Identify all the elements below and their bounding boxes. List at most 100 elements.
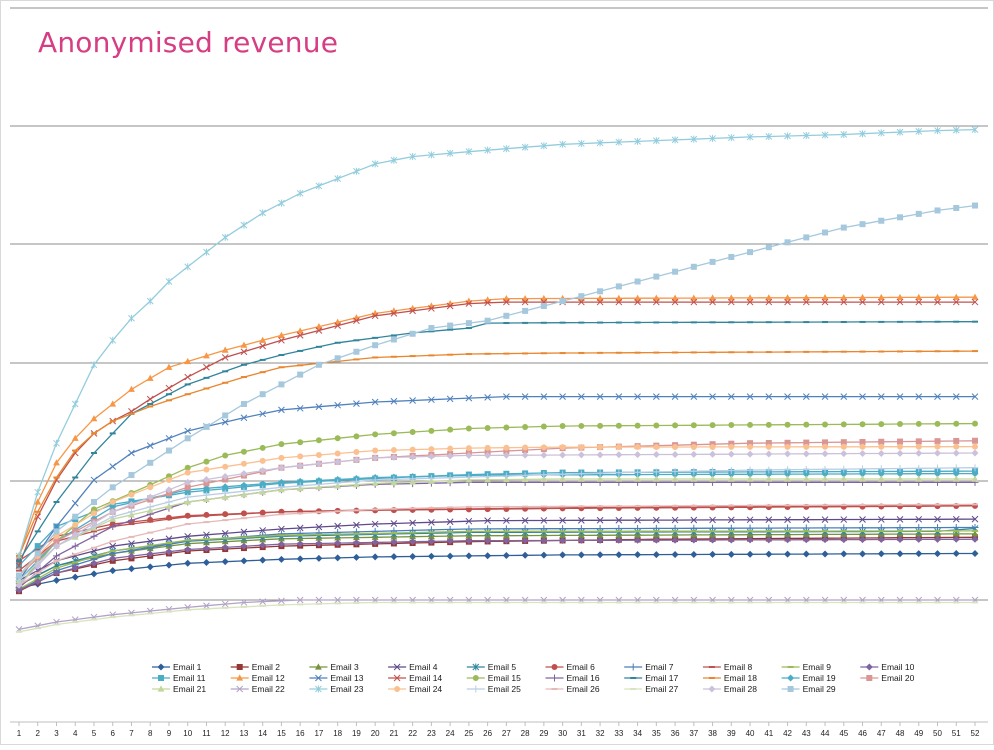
data-point xyxy=(315,182,323,190)
data-point xyxy=(690,135,698,143)
data-point xyxy=(747,443,754,450)
data-point xyxy=(109,484,116,491)
legend-marker xyxy=(630,677,637,679)
data-point xyxy=(34,513,42,521)
data-point xyxy=(897,350,904,353)
data-point xyxy=(259,342,267,350)
data-point xyxy=(822,530,829,533)
data-point xyxy=(503,352,510,355)
data-point xyxy=(315,480,323,488)
data-point xyxy=(259,556,267,564)
data-point xyxy=(240,599,248,606)
data-point xyxy=(259,358,266,361)
data-point xyxy=(597,444,604,451)
data-point xyxy=(484,473,492,481)
data-point xyxy=(203,423,210,430)
data-point xyxy=(634,351,641,354)
data-point xyxy=(52,576,60,584)
series-line xyxy=(18,445,976,576)
data-point xyxy=(784,321,791,324)
data-point xyxy=(784,294,791,301)
data-point xyxy=(652,475,660,482)
data-point xyxy=(972,437,978,444)
data-point xyxy=(202,484,210,492)
data-point xyxy=(53,623,60,626)
data-point xyxy=(559,444,566,451)
data-point xyxy=(953,503,960,506)
legend-item: Email 17 xyxy=(624,673,679,683)
data-point xyxy=(784,466,792,474)
data-point xyxy=(371,312,379,320)
data-point xyxy=(878,320,885,323)
data-point xyxy=(503,312,510,319)
data-point xyxy=(297,533,304,536)
data-point xyxy=(615,469,623,477)
data-point xyxy=(184,484,191,491)
x-tick-label: 20 xyxy=(371,729,380,738)
data-point xyxy=(559,475,567,482)
data-point xyxy=(615,138,623,146)
data-point xyxy=(653,351,660,354)
x-tick-label: 6 xyxy=(110,729,115,738)
data-point xyxy=(296,327,304,334)
data-point xyxy=(859,550,867,558)
data-point xyxy=(634,601,641,604)
data-point xyxy=(671,294,679,301)
data-point xyxy=(390,538,398,546)
data-point xyxy=(709,536,717,544)
data-point xyxy=(934,320,941,323)
legend-label: Email 10 xyxy=(881,662,914,672)
legend-item: Email 23 xyxy=(309,684,364,694)
data-point xyxy=(840,530,847,533)
data-point xyxy=(577,516,585,524)
x-tick-label: 41 xyxy=(764,729,773,738)
data-point xyxy=(203,521,210,524)
legend-label: Email 22 xyxy=(252,684,285,694)
data-point xyxy=(390,453,398,461)
data-point xyxy=(278,441,285,448)
data-point xyxy=(371,538,379,546)
data-point xyxy=(671,536,679,544)
data-point xyxy=(859,130,866,138)
data-point xyxy=(296,540,304,548)
data-point xyxy=(484,299,491,307)
data-point xyxy=(428,151,435,159)
data-point xyxy=(127,516,135,524)
data-point xyxy=(840,470,848,478)
data-point xyxy=(672,504,679,507)
data-point xyxy=(203,376,210,379)
data-point xyxy=(953,443,960,450)
data-point xyxy=(577,536,585,544)
data-point xyxy=(897,503,904,506)
series-line xyxy=(18,452,976,586)
data-point xyxy=(484,505,491,508)
data-point xyxy=(952,535,960,543)
data-point xyxy=(53,538,60,545)
data-point xyxy=(821,465,829,473)
data-point xyxy=(128,412,135,415)
data-point xyxy=(146,493,154,501)
data-point xyxy=(409,453,417,461)
data-point xyxy=(315,361,322,368)
data-point xyxy=(147,531,154,534)
data-point xyxy=(90,415,98,422)
data-point xyxy=(765,321,772,324)
data-point xyxy=(634,422,641,429)
series-line xyxy=(18,538,976,591)
data-point xyxy=(202,558,210,566)
x-tick-label: 31 xyxy=(577,729,586,738)
data-point xyxy=(934,515,941,523)
data-point xyxy=(109,499,116,505)
data-point xyxy=(671,468,679,476)
x-tick-label: 43 xyxy=(802,729,811,738)
data-point xyxy=(597,530,604,533)
data-point xyxy=(784,439,791,446)
data-point xyxy=(427,537,435,545)
series-line xyxy=(18,503,976,586)
data-point xyxy=(240,348,248,356)
data-point xyxy=(465,445,472,452)
data-point xyxy=(315,345,322,348)
data-point xyxy=(503,601,510,604)
data-point xyxy=(634,506,641,509)
legend-item: Email 4 xyxy=(388,662,438,672)
